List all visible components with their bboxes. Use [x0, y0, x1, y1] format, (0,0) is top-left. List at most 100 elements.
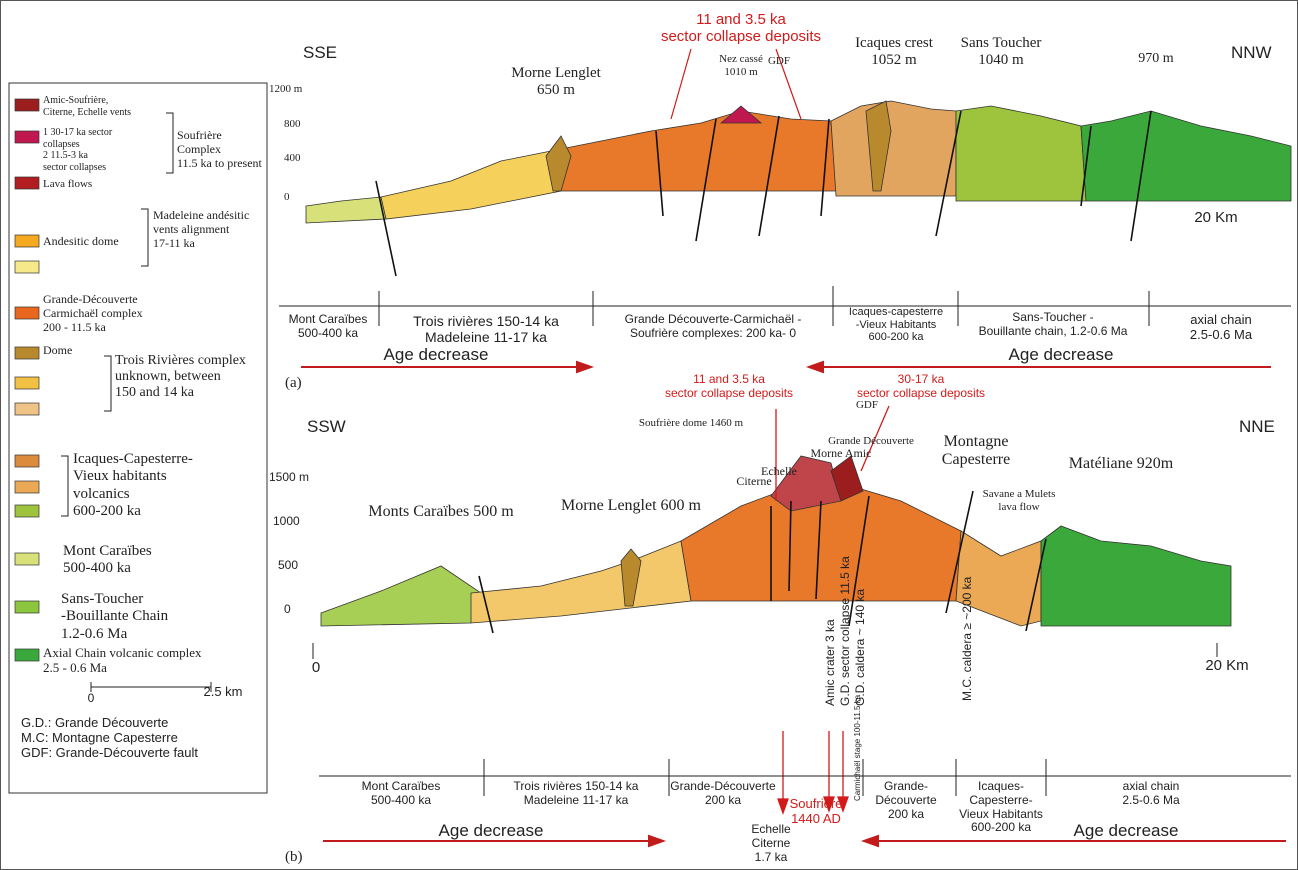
text-line: Mont Caraïbes — [362, 780, 441, 794]
right-dir: NNW — [1231, 43, 1272, 63]
label: (b) — [285, 849, 303, 866]
text-line: Carmichaël complex — [43, 307, 143, 321]
citerne: Citerne — [736, 475, 771, 489]
axial: Axial Chain volcanic complex2.5 - 0.6 Ma — [43, 646, 201, 676]
text-line: 600-200 ka — [959, 821, 1043, 835]
amic-crater: Amic crater 3 ka — [824, 619, 838, 706]
figure: Amic-Soufrière,Citerne, Echelle vents 1 3… — [0, 0, 1298, 870]
text-line: Icaques crest — [855, 35, 933, 52]
text-line: 2.5-0.6 Ma — [1190, 328, 1252, 343]
text-line: Soufrière — [177, 129, 262, 143]
label: (a) — [285, 375, 302, 392]
carmichael: Carmichaël stage 100-11.5 ka — [853, 695, 862, 801]
text-line: 600-200 ka — [73, 503, 193, 520]
text-line: 1052 m — [855, 52, 933, 69]
text-line: 2 11.5-3 ka — [43, 150, 112, 162]
text-line: Icaques-Capesterre- — [73, 451, 193, 468]
text-line: Bouillante chain, 1.2-0.6 Ma — [979, 325, 1128, 339]
distance: 20 Km — [1205, 657, 1248, 674]
text-line: Trois rivières 150-14 ka — [413, 313, 559, 329]
text: 1500 m — [269, 471, 309, 485]
legend-swatches — [15, 99, 39, 661]
text-line: 2.5 - 0.6 Ma — [43, 661, 201, 676]
text-line: 650 m — [511, 82, 601, 99]
text: 1000 — [273, 515, 300, 529]
morne-amic: Morne Amic — [811, 447, 872, 461]
text: Sans-Toucher -Bouillante chain, 1.2-0.6 … — [979, 311, 1128, 339]
dome: Dome — [43, 344, 72, 358]
text-line: Citerne, Echelle vents — [43, 107, 131, 119]
gd-collapse: G.D. sector collapse 11.5 ka — [839, 556, 853, 706]
mateliane: Matéliane 920m — [1069, 455, 1173, 473]
vents: Amic-Soufrière,Citerne, Echelle vents — [43, 95, 131, 118]
text-line: 1 30-17 ka sector — [43, 127, 112, 139]
text: 0 — [284, 603, 291, 617]
text-line: 1040 m — [961, 52, 1042, 69]
text-line: vents alignment — [153, 223, 249, 237]
text-line: Montagne — [942, 433, 1010, 451]
text-line: Citerne — [751, 837, 790, 851]
text-line: 30-17 ka — [857, 373, 985, 387]
text: Mont Caraïbes500-400 ka — [289, 313, 368, 341]
text-line: Vieux Habitants — [959, 808, 1043, 822]
text-line: 1440 AD — [790, 812, 843, 827]
grande-decouverte: Grande-DécouverteCarmichaël complex200 -… — [43, 293, 143, 334]
text-line: Madeleine 11-17 ka — [413, 329, 559, 345]
text-line: 11.5 ka to present — [177, 157, 262, 171]
text-line: Sans-Toucher - — [979, 311, 1128, 325]
text-line: lava flow — [983, 501, 1056, 514]
section-b-unit-bar — [313, 643, 1291, 796]
lava: Lava flows — [43, 178, 92, 191]
text-line: Grande-Découverte — [43, 293, 143, 307]
text-line: Soufrière — [790, 797, 843, 812]
distance-start: 0 — [312, 659, 320, 676]
text: 400 — [284, 152, 301, 165]
text-line: Sans Toucher — [961, 35, 1042, 52]
text: 500 — [278, 559, 298, 573]
morne-lenglet: Morne Lenglet 600 m — [561, 497, 701, 515]
text-line: Echelle — [751, 823, 790, 837]
scale-end: 2.5 km — [203, 685, 242, 700]
text-line: Capesterre- — [959, 794, 1043, 808]
text: axial chain2.5-0.6 Ma — [1190, 313, 1252, 343]
text-line: GDF: Grande-Découverte fault — [21, 746, 198, 761]
text-line: Soufrière complexes: 200 ka- 0 — [625, 327, 802, 341]
text-line: Madeleine 11-17 ka — [514, 794, 639, 808]
text: Trois rivières 150-14 kaMadeleine 11-17 … — [514, 780, 639, 808]
collapses: 1 30-17 ka sectorcollapses2 11.5-3 kasec… — [43, 127, 112, 173]
text-line: sector collapse deposits — [665, 387, 793, 401]
text-line: Complex — [177, 143, 262, 157]
gdf: GDF — [768, 55, 790, 68]
text-line: 1010 m — [719, 66, 763, 79]
scale-start: 0 — [88, 692, 95, 706]
text-line: Grande Découverte-Carmichaël - — [625, 313, 802, 327]
mc-caldera: M.C. caldera ≥ ~200 ka — [961, 577, 975, 701]
text-line: Capesterre — [942, 451, 1010, 469]
text-line: 200 ka — [670, 794, 775, 808]
text-line: Icaques-capesterre — [849, 306, 943, 319]
text-line: Vieux habitants — [73, 468, 193, 485]
text-line: axial chain — [1122, 780, 1179, 794]
icaques-crest: Icaques crest1052 m — [855, 35, 933, 70]
age-right: Age decrease — [1074, 821, 1179, 841]
text: Grande-Découverte200 ka — [670, 780, 775, 808]
text-line: Sans-Toucher — [61, 591, 168, 608]
abbreviations: G.D.: Grande DécouverteM.C: Montagne Cap… — [21, 716, 198, 761]
text-line: M.C: Montagne Capesterre — [21, 731, 198, 746]
text-line: Axial Chain volcanic complex — [43, 646, 201, 661]
